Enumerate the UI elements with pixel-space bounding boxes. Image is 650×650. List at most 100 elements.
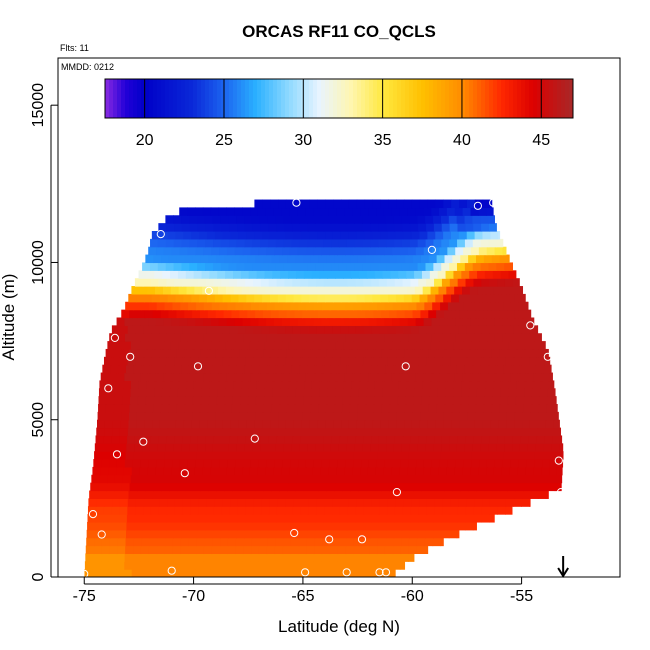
heatmap-cell [518, 459, 527, 468]
observation-point [97, 530, 106, 539]
heatmap-cell [245, 325, 255, 334]
heatmap-cell [425, 529, 434, 539]
heatmap-cell [286, 348, 296, 358]
heatmap-cell [311, 474, 321, 484]
heatmap-cell [516, 474, 525, 484]
heatmap-cell [494, 459, 504, 468]
heatmap-cell [283, 537, 292, 547]
heatmap-cell [198, 506, 207, 515]
heatmap-cell [125, 451, 135, 460]
heatmap-cell [162, 286, 172, 295]
heatmap-cell [266, 372, 275, 382]
heatmap-cell [211, 246, 220, 256]
heatmap-cell [132, 553, 142, 562]
heatmap-cell [316, 506, 325, 515]
heatmap-cell [97, 419, 106, 429]
colorbar-segment [333, 79, 338, 118]
heatmap-cell [202, 569, 212, 577]
heatmap-cell [484, 270, 494, 279]
heatmap-cell [222, 498, 231, 507]
heatmap-cell [337, 459, 346, 468]
heatmap-cell [283, 262, 293, 271]
heatmap-cell [104, 427, 113, 437]
heatmap-cell [348, 427, 357, 437]
heatmap-cell [399, 207, 409, 216]
heatmap-cell [342, 396, 352, 405]
heatmap-cell [318, 309, 327, 319]
heatmap-cell [331, 514, 341, 523]
heatmap-cell [507, 254, 510, 264]
heatmap-cell [403, 231, 413, 240]
heatmap-cell [291, 215, 300, 224]
heatmap-cell [417, 364, 426, 374]
observation-point [180, 469, 189, 478]
heatmap-cell [314, 215, 324, 224]
heatmap-cell [367, 286, 377, 295]
heatmap-cell [231, 404, 241, 413]
heatmap-cell [449, 223, 459, 232]
colorbar-segment [313, 79, 318, 118]
heatmap-cell [332, 293, 342, 303]
heatmap-cell [481, 356, 491, 366]
heatmap-cell [359, 341, 368, 350]
heatmap-cell [137, 482, 146, 492]
heatmap-cell [234, 372, 243, 382]
heatmap-cell [365, 254, 375, 264]
heatmap-cell [293, 427, 302, 437]
heatmap-cell [375, 286, 384, 295]
heatmap-cell [157, 443, 167, 452]
heatmap-cell [276, 521, 285, 531]
heatmap-cell [348, 325, 357, 334]
heatmap-cell [256, 388, 265, 397]
heatmap-cell [239, 482, 249, 492]
heatmap-cell [384, 545, 394, 555]
heatmap-cell [394, 506, 404, 515]
heatmap-cell [461, 380, 471, 389]
heatmap-cell [405, 482, 414, 492]
heatmap-cell [129, 348, 138, 358]
heatmap-cell [419, 419, 429, 429]
heatmap-cell [228, 238, 238, 248]
heatmap-cell [407, 246, 417, 256]
heatmap-cell [145, 482, 154, 492]
heatmap-cell [114, 396, 123, 405]
heatmap-cell [144, 293, 153, 303]
heatmap-cell [143, 498, 152, 507]
colorbar-tick-label: 40 [453, 132, 471, 149]
heatmap-cell [159, 325, 168, 334]
heatmap-cell [114, 474, 124, 484]
heatmap-cell [189, 443, 198, 452]
heatmap-cell [157, 451, 166, 460]
heatmap-cell [526, 459, 535, 468]
heatmap-cell [306, 451, 316, 460]
heatmap-cell [148, 301, 158, 311]
heatmap-cell [441, 223, 451, 232]
heatmap-cell [269, 498, 278, 507]
heatmap-cell [521, 293, 526, 303]
heatmap-cell [480, 443, 490, 452]
heatmap-cell [504, 435, 514, 444]
heatmap-cell [242, 246, 252, 256]
heatmap-cell [231, 348, 241, 358]
heatmap-cell [394, 278, 404, 287]
heatmap-cell [323, 521, 332, 531]
heatmap-cell [433, 529, 442, 539]
heatmap-cell [274, 545, 284, 555]
heatmap-cell [470, 466, 479, 476]
heatmap-cell [532, 341, 541, 350]
heatmap-cell [127, 356, 137, 366]
heatmap-cell [312, 466, 322, 476]
heatmap-cell [321, 317, 330, 326]
heatmap-cell [289, 569, 298, 577]
heatmap-cell [496, 238, 504, 248]
heatmap-cell [383, 569, 393, 577]
heatmap-cell [186, 466, 196, 476]
heatmap-cell [221, 514, 230, 523]
heatmap-cell [289, 466, 298, 476]
heatmap-cell [411, 490, 421, 499]
heatmap-cell [457, 238, 466, 248]
heatmap-cell [250, 317, 259, 326]
heatmap-cell [252, 223, 262, 232]
heatmap-cell [315, 278, 325, 287]
heatmap-cell [505, 427, 515, 437]
